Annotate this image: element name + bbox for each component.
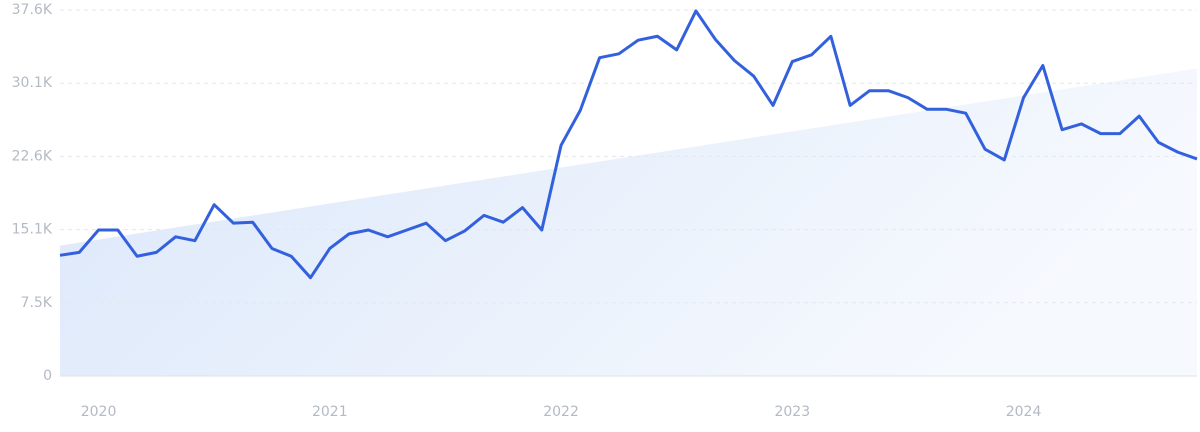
x-tick-label: 2020	[81, 404, 117, 420]
trend-area	[60, 68, 1197, 376]
y-tick-label: 15.1K	[12, 222, 53, 238]
x-tick-label: 2022	[543, 404, 579, 420]
y-tick-label: 0	[43, 368, 52, 384]
x-tick-label: 2024	[1006, 404, 1042, 420]
line	[59, 9, 1198, 280]
y-tick-label: 22.6K	[12, 148, 53, 164]
y-tick-label: 30.1K	[12, 75, 53, 91]
x-tick-label: 2021	[312, 404, 348, 420]
y-tick-label: 37.6K	[12, 2, 53, 18]
y-tick-label: 7.5K	[21, 295, 53, 311]
x-tick-label: 2023	[774, 404, 810, 420]
